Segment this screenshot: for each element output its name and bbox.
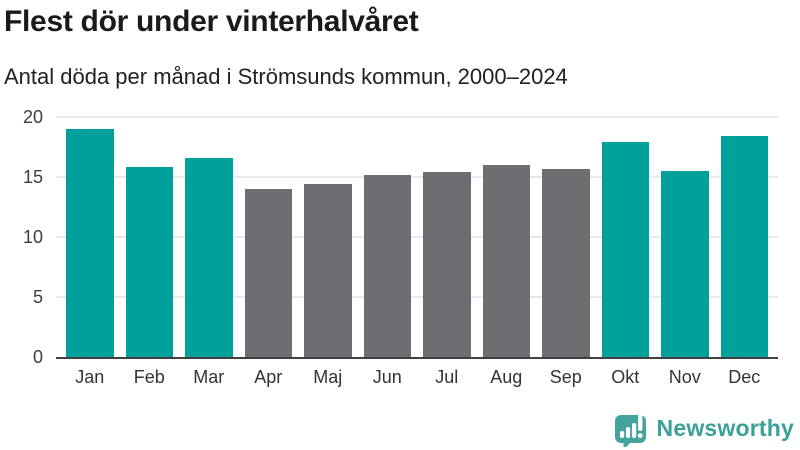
bars-group <box>56 117 778 357</box>
x-axis-tick-label-sep: Sep <box>549 367 582 387</box>
bar-jan <box>66 129 114 357</box>
gridline-y10 <box>56 236 778 238</box>
bar-jun <box>363 174 411 357</box>
x-axis-tick-label-apr: Apr <box>254 367 283 387</box>
chart-subtitle: Antal döda per månad i Strömsunds kommun… <box>4 64 568 89</box>
bar-aug <box>482 165 530 357</box>
bar-okt <box>601 142 649 357</box>
plot-area: 0 5 10 15 20 Jan Feb Mar Apr Maj Jun Jul Aug Sep Okt No… <box>23 108 778 387</box>
bar-jul <box>423 172 471 357</box>
bar-sep <box>542 168 590 357</box>
bar-dec <box>720 136 768 357</box>
bar-maj <box>304 184 352 357</box>
newsworthy-logo-text: Newsworthy <box>656 415 794 441</box>
chart-title: Flest dör under vinterhalvåret <box>4 5 419 38</box>
x-axis-tick-label-jan: Jan <box>75 367 105 387</box>
x-axis-tick-label-feb: Feb <box>133 367 165 387</box>
x-axis-labels: Jan Feb Mar Apr Maj Jun Jul Aug Sep Okt Nov Dec <box>56 367 778 388</box>
y-axis-tick-label-5: 5 <box>32 287 43 307</box>
x-axis-tick-label-mar: Mar <box>193 367 225 387</box>
x-axis-tick-label-maj: Maj <box>313 367 343 387</box>
x-axis-tick-label-dec: Dec <box>728 367 761 387</box>
bar-apr <box>244 189 292 357</box>
bar-feb <box>125 167 173 357</box>
y-axis-tick-label-15: 15 <box>22 167 43 187</box>
bar-chart-speech-bubble-icon <box>612 410 649 447</box>
x-axis-tick-label-aug: Aug <box>490 367 523 387</box>
gridline-y15 <box>56 176 778 178</box>
x-axis-tick-label-jul: Jul <box>435 367 459 387</box>
y-axis-tick-label-20: 20 <box>22 107 43 127</box>
gridline-y5 <box>56 296 778 298</box>
bar-mar <box>185 157 233 357</box>
newsworthy-logo[interactable]: Newsworthy <box>612 410 794 447</box>
x-axis-tick-label-jun: Jun <box>372 367 402 387</box>
y-axis-tick-label-10: 10 <box>22 227 43 247</box>
y-axis-tick-label-0: 0 <box>32 347 43 367</box>
x-axis-tick-label-nov: Nov <box>668 367 701 387</box>
x-axis-tick-label-okt: Okt <box>611 367 640 387</box>
gridline-y20 <box>56 116 778 118</box>
bar-nov <box>661 171 709 357</box>
